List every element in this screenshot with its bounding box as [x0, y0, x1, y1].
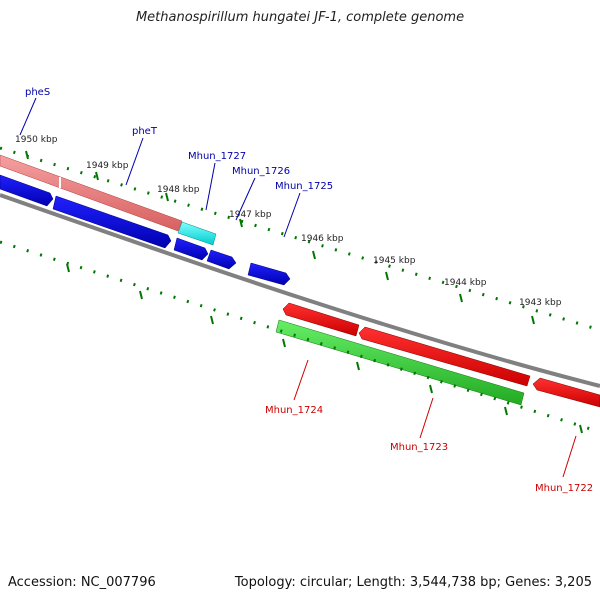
major-tick [504, 406, 508, 416]
cds-phes[interactable] [0, 174, 54, 207]
inner-tick-row [0, 240, 600, 434]
gene-label-phes: pheS [25, 87, 50, 98]
leader-line [293, 359, 309, 401]
map-title: Methanospirillum hungatei JF-1, complete… [135, 10, 465, 25]
kbp-label: 1946 kbp [301, 234, 344, 244]
cds-phet[interactable] [52, 195, 172, 249]
gene-label-mhun-1723: Mhun_1723 [390, 442, 448, 453]
major-tick [429, 384, 433, 394]
cds-mhun-1723[interactable] [358, 326, 531, 387]
gene-label-mhun-1724: Mhun_1724 [265, 405, 323, 416]
cds-mhun-1722[interactable] [532, 377, 600, 408]
major-tick [25, 150, 29, 160]
major-tick [239, 218, 243, 228]
major-tick [579, 424, 583, 434]
genome-summary: Topology: circular; Length: 3,544,738 bp… [234, 575, 592, 590]
cds-mhun-1726[interactable] [206, 249, 237, 270]
leader-line [19, 97, 37, 136]
cds-mhun-1724[interactable] [282, 302, 360, 337]
kbp-label: 1945 kbp [373, 256, 416, 266]
major-tick [95, 171, 99, 181]
major-tick [531, 315, 535, 325]
major-tick [165, 192, 169, 202]
cds-mhun-1725[interactable] [247, 262, 291, 286]
kbp-label: 1947 kbp [229, 210, 272, 220]
kbp-label: 1949 kbp [86, 161, 129, 171]
leader-line [205, 162, 216, 211]
gene-label-mhun-1722: Mhun_1722 [535, 483, 593, 494]
forward-gene-bar[interactable] [0, 154, 183, 232]
kbp-label: 1948 kbp [157, 185, 200, 195]
leader-line [283, 192, 301, 238]
cds-mhun-1727[interactable] [173, 237, 209, 261]
kbp-label: 1950 kbp [15, 135, 58, 145]
major-tick [385, 271, 389, 281]
gene-label-mhun-1726: Mhun_1726 [232, 166, 290, 177]
accession-text: Accession: NC_007796 [8, 575, 156, 590]
leader-line [562, 435, 577, 478]
major-tick [210, 315, 214, 325]
major-tick [282, 338, 286, 348]
kbp-label: 1943 kbp [519, 298, 562, 308]
leader-line [125, 137, 144, 186]
kbp-label: 1944 kbp [444, 278, 487, 288]
outer-tick-row [0, 146, 600, 332]
cds-trna[interactable] [177, 221, 217, 246]
genome-backbone [0, 193, 600, 388]
major-tick [66, 263, 70, 273]
gene-label-mhun-1727: Mhun_1727 [188, 151, 246, 162]
leader-line [235, 177, 256, 221]
gene-label-phet: pheT [132, 126, 158, 137]
gene-label-mhun-1725: Mhun_1725 [275, 181, 333, 192]
major-tick [312, 250, 316, 260]
major-tick [459, 293, 463, 303]
major-tick [139, 290, 143, 300]
leader-line [419, 397, 434, 439]
reverse-gene-bar[interactable] [275, 319, 525, 406]
major-tick [356, 361, 360, 371]
